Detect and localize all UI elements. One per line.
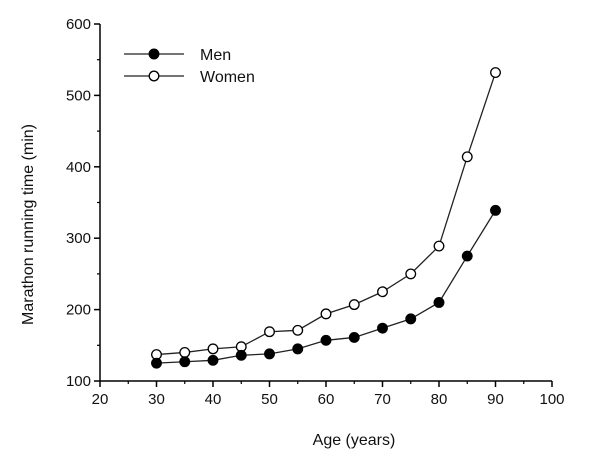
x-tick-label: 40 — [205, 391, 222, 408]
legend: Men Women — [124, 47, 255, 86]
y-tick-label: 300 — [66, 230, 91, 247]
data-point-men — [377, 322, 388, 334]
data-point-women — [320, 308, 332, 320]
x-tick-label: 100 — [539, 391, 564, 408]
data-point-women — [207, 343, 219, 355]
series-layer — [151, 67, 501, 369]
x-tick-label: 80 — [431, 391, 448, 408]
y-tick-label: 200 — [66, 302, 91, 319]
data-point-men — [179, 356, 191, 368]
legend-label-women: Women — [200, 69, 255, 86]
data-point-men — [405, 313, 417, 325]
data-point-men — [207, 354, 219, 366]
y-tick-label: 100 — [66, 373, 91, 390]
data-point-women — [377, 286, 388, 298]
axes-group: 100 200 300 400 500 600 20 30 40 50 60 70 80 90 100 — [66, 16, 565, 408]
data-point-women — [433, 240, 445, 252]
x-axis-title: Age (years) — [313, 432, 396, 449]
data-point-women — [490, 67, 501, 79]
data-point-men — [292, 343, 304, 355]
x-tick-label: 50 — [261, 391, 278, 408]
legend-marker-men — [148, 48, 160, 60]
x-tick-label: 70 — [374, 391, 391, 408]
data-point-men — [348, 331, 360, 343]
data-point-women — [292, 324, 304, 336]
data-point-women — [348, 299, 360, 311]
x-tick-label: 30 — [148, 391, 165, 408]
data-point-women — [405, 268, 417, 280]
data-point-women — [461, 151, 473, 163]
data-point-men — [433, 297, 445, 308]
x-tick-label: 90 — [487, 391, 504, 408]
data-point-women — [264, 326, 275, 338]
data-point-men — [320, 334, 332, 346]
data-point-men — [490, 204, 501, 216]
data-point-men — [151, 357, 162, 369]
y-tick-label: 600 — [66, 16, 91, 33]
x-tick-label: 60 — [318, 391, 335, 408]
series-men — [151, 204, 501, 369]
y-tick-label: 500 — [66, 87, 91, 104]
data-point-men — [461, 250, 473, 262]
y-tick-label: 400 — [66, 159, 91, 176]
legend-item-men: Men — [124, 47, 231, 64]
legend-label-men: Men — [200, 47, 231, 64]
legend-marker-women — [148, 70, 160, 82]
data-point-men — [264, 348, 275, 360]
data-point-women — [179, 346, 191, 358]
x-tick-label: 20 — [92, 391, 109, 408]
data-point-men — [235, 349, 247, 361]
legend-item-women: Women — [124, 69, 255, 86]
series-women — [151, 67, 501, 361]
y-axis-title: Marathon running time (min) — [20, 124, 37, 325]
